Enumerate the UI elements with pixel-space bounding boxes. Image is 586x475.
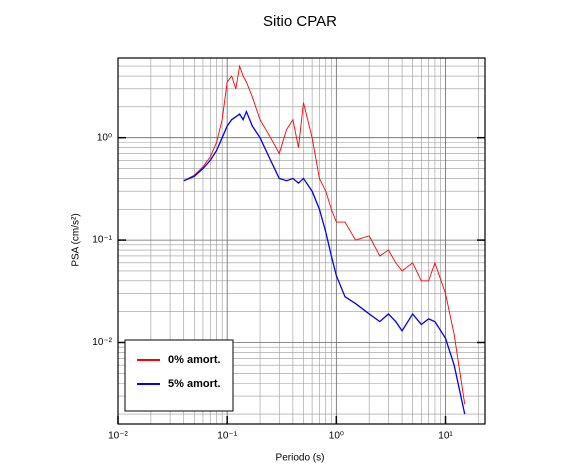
plot-frame [117, 57, 486, 425]
x-tick-label: 10⁻² [108, 431, 128, 442]
y-tick-label: 10⁰ [97, 132, 112, 143]
legend-label: 0% amort. [168, 354, 221, 366]
legend-box [124, 339, 234, 412]
x-tick-label: 10⁻¹ [217, 431, 237, 442]
y-tick-label: 10⁻¹ [92, 235, 112, 246]
y-tick-label: 10⁻² [92, 337, 112, 348]
x-axis-label: Periodo (s) [276, 453, 325, 464]
x-tick-label: 10⁰ [329, 431, 344, 442]
y-axis-label: PSA (cm/s²) [71, 213, 82, 266]
series-line [183, 64, 466, 405]
x-tick-label: 10¹ [438, 431, 453, 442]
series-line [183, 109, 466, 415]
legend-label: 5% amort. [168, 378, 221, 390]
chart-title: Sitio CPAR [263, 13, 337, 30]
